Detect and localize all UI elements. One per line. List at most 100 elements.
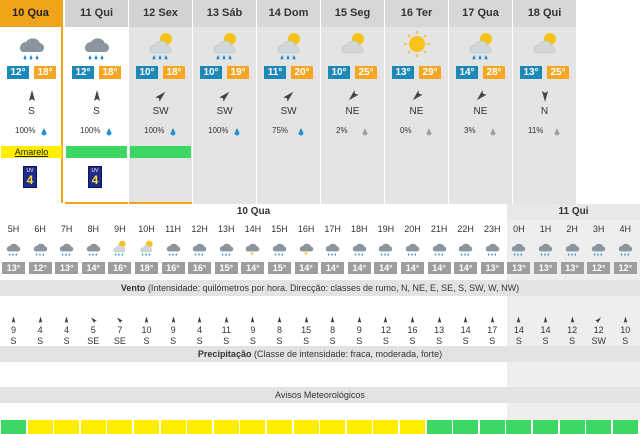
rain-drop-grey-icon: [490, 124, 496, 136]
wind-direction: S: [329, 336, 336, 346]
day-column[interactable]: 11 Qui 12° 18° S 100% UV 4: [65, 0, 128, 204]
warning-cell: [187, 420, 213, 434]
hour-temp: 12°: [28, 262, 52, 274]
warning-cell: [1, 420, 26, 434]
hour-label: 16H: [297, 224, 315, 234]
warning-cell: [346, 420, 372, 434]
wind-direction: S: [303, 336, 310, 346]
day-column[interactable]: 16 Ter 13° 29° NE 0%: [385, 0, 448, 204]
hour-label: 15H: [271, 224, 288, 234]
wind-direction: S: [249, 336, 256, 346]
warning-bar: [130, 146, 191, 158]
hour-label: 2H: [566, 224, 578, 234]
sun-cloud-rain-icon: [272, 30, 306, 60]
rain-drop-icon: [170, 124, 176, 136]
rain-drop-icon: [41, 124, 47, 136]
wind-arrow-icon: [10, 312, 17, 323]
wind-direction: S: [93, 106, 100, 117]
wind-arrow-icon: [382, 312, 389, 323]
wind-speed: 12: [567, 325, 578, 335]
day-label[interactable]: 15 Seg: [321, 0, 384, 27]
temp-min: 12°: [7, 66, 29, 79]
day-column[interactable]: 12 Sex 10° 18° SW 100%: [129, 0, 192, 204]
thunder-cloud-icon: [297, 239, 316, 257]
wind-speed: 5: [90, 325, 96, 335]
day-temps: 13° 25°: [520, 66, 570, 79]
wind-arrow-icon: [91, 89, 103, 103]
warning-cell: [506, 420, 532, 434]
day-label[interactable]: 14 Dom: [257, 0, 320, 27]
day-column[interactable]: 14 Dom 11° 20° SW 75%: [257, 0, 320, 204]
wind-arrow-icon: [542, 312, 549, 323]
day-label[interactable]: 16 Ter: [385, 0, 448, 27]
wind-speed: 9: [250, 325, 256, 335]
warning-link[interactable]: Amarelo: [14, 147, 49, 157]
wind-direction: N: [540, 106, 549, 117]
rain-cloud-icon: [80, 30, 114, 60]
day-column[interactable]: 18 Qui 13° 25° N 11%: [513, 0, 576, 204]
wind-speed: 13: [434, 325, 445, 335]
warning-cell: [240, 420, 266, 434]
wind-arrow-icon: [436, 312, 443, 323]
temp-max: 18°: [34, 66, 56, 79]
day-column[interactable]: 17 Qua 14° 28° NE 3%: [449, 0, 512, 204]
sun-cloud-rain-icon: [110, 239, 129, 256]
wind-arrow-icon: [116, 312, 124, 324]
temp-min: 14°: [456, 66, 478, 79]
wind-speed: 8: [330, 325, 336, 335]
hour-temp: 14°: [321, 262, 345, 274]
day-temps: 10° 25°: [328, 66, 378, 79]
warning-bar: [1, 146, 62, 158]
hour-label: 23H: [484, 224, 501, 234]
wind-arrow-icon: [170, 312, 177, 323]
day-label[interactable]: 10 Qua: [0, 0, 61, 27]
day-label[interactable]: 18 Qui: [513, 0, 576, 27]
wind-direction: S: [10, 336, 17, 346]
wind-speed: 4: [37, 325, 43, 335]
warning-cell: [107, 420, 133, 434]
wind-direction: NE: [409, 106, 424, 117]
wind-arrow-icon: [475, 89, 487, 103]
day-label[interactable]: 12 Sex: [129, 0, 192, 27]
wind-speed: 4: [197, 325, 203, 335]
day-label[interactable]: 17 Qua: [449, 0, 512, 27]
day-column[interactable]: 13 Sáb 10° 19° SW 100%: [193, 0, 256, 204]
wind-arrow-icon: [489, 312, 496, 323]
wind-direction: S: [622, 336, 629, 346]
hour-label: 21H: [430, 224, 448, 234]
day-column[interactable]: 10 Qua 12° 18° S 100% Amarelo UV 4: [0, 0, 63, 203]
uv-index-badge: UV 4: [23, 166, 37, 188]
rain-cloud-icon: [4, 239, 23, 256]
rain-cloud-icon: [57, 239, 76, 256]
hour-label: 7H: [60, 224, 73, 234]
date-today-label: 10 Qua: [236, 206, 271, 217]
hour-label: 4H: [619, 224, 632, 234]
wind-direction: S: [196, 336, 203, 346]
day-column[interactable]: 15 Seg 10° 25° NE 2%: [321, 0, 384, 204]
wind-speed: 10: [620, 325, 631, 335]
sun-cloud-rain-icon: [144, 30, 178, 60]
temp-max: 18°: [163, 66, 185, 79]
hour-temp: 14°: [81, 262, 105, 274]
wind-speed: 12: [593, 325, 604, 335]
day-label[interactable]: 11 Qui: [65, 0, 128, 27]
wind-direction: SW: [280, 106, 297, 117]
wind-direction: SW: [152, 106, 169, 117]
day-temps: 12° 18°: [7, 66, 57, 79]
rain-cloud-icon: [589, 239, 608, 256]
warning-bar: [66, 146, 127, 158]
hour-label: 9H: [114, 224, 126, 234]
precip-probability: 3%: [464, 126, 476, 135]
precip-probability: 100%: [80, 126, 101, 135]
hour-temp: 13°: [2, 262, 25, 274]
wind-speed: 4: [64, 325, 70, 335]
precip-probability: 100%: [208, 126, 229, 135]
temp-min: 13°: [520, 66, 542, 79]
wind-direction: SW: [216, 106, 233, 117]
uv-value: 4: [91, 173, 99, 187]
day-temps: 13° 29°: [392, 66, 442, 79]
hour-label: 11H: [165, 224, 182, 234]
temp-min: 11°: [264, 66, 286, 79]
warning-cell: [426, 420, 452, 434]
day-label[interactable]: 13 Sáb: [193, 0, 256, 27]
